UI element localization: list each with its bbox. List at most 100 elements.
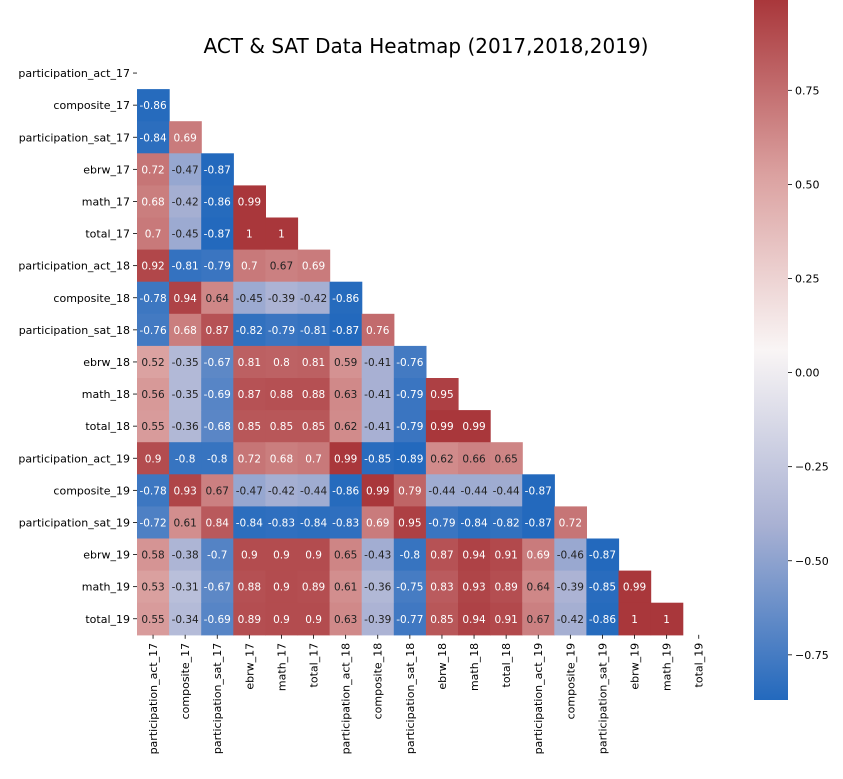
colorbar-tick-label: 0.75 [795,84,820,97]
cell-value-label: -0.41 [364,389,391,401]
cell-value-label: 0.72 [141,164,164,176]
cell-value-label: 0.9 [305,550,322,562]
heatmap-cell [233,570,266,604]
heatmap-cell [169,602,202,636]
cell-value-label: 0.63 [334,389,357,401]
cell-value-label: -0.81 [172,261,199,273]
x-tick-label: total_18 [500,643,513,688]
heatmap-cell [169,217,202,251]
y-tick-label: composite_19 [53,484,130,497]
y-tick-label: participation_act_18 [18,260,130,273]
heatmap-cell [201,281,234,315]
cell-value-label: -0.82 [493,517,520,529]
heatmap-cell [458,410,491,443]
y-tick-label: participation_sat_17 [19,131,130,144]
cell-value-label: 0.89 [238,614,261,626]
cell-value-label: -0.87 [525,517,552,529]
cell-value-label: 0.99 [623,582,646,594]
x-tick-label: ebrw_19 [629,643,642,690]
cell-value-label: -0.86 [204,196,231,208]
heatmap-cell [522,538,555,572]
cell-value-label: -0.79 [396,421,423,433]
cell-value-label: 0.95 [430,389,453,401]
cell-value-label: 0.99 [238,196,261,208]
cell-value-label: 0.81 [302,357,325,369]
cell-value-label: 0.66 [462,453,486,465]
cell-value-label: 0.85 [270,421,293,433]
heatmap-cell [137,89,170,122]
cell-value-label: 1 [278,229,285,241]
cell-value-label: 0.67 [270,261,293,273]
cell-value-label: -0.45 [172,229,199,241]
cell-value-label: -0.85 [364,453,391,465]
heatmap-cell [137,185,170,219]
cell-value-label: -0.42 [557,614,584,626]
cell-value-label: 0.58 [141,550,164,562]
cell-value-label: -0.84 [236,517,263,529]
cell-value-label: -0.38 [172,550,199,562]
cell-value-label: 0.84 [206,517,230,529]
cell-value-label: 1 [663,614,670,626]
cell-value-label: 0.83 [430,582,453,594]
cell-value-label: -0.76 [396,357,423,369]
y-tick-label: math_17 [82,195,130,208]
heatmap-cell [297,538,331,572]
cell-value-label: 0.55 [141,421,164,433]
y-tick-label: participation_sat_18 [19,324,130,337]
heatmap-cell [169,474,202,507]
cell-value-label: -0.67 [204,582,231,594]
cell-value-label: 0.69 [302,261,325,273]
heatmap-cell [233,185,266,219]
cell-value-label: -0.87 [589,550,616,562]
heatmap-cell [169,538,202,572]
x-tick-label: math_19 [661,643,674,691]
heatmap-cell [233,345,266,379]
cell-value-label: -0.42 [172,196,199,208]
heatmap-cell [297,249,331,283]
cell-value-label: 0.93 [173,485,196,497]
cell-value-label: 0.85 [238,421,261,433]
heatmap-cell [329,506,363,540]
colorbar-tick-label: 0.00 [795,367,820,380]
cell-value-label: -0.31 [172,582,199,594]
heatmap-cell [233,249,266,283]
heatmap-cell [490,570,523,604]
cell-value-label: 0.88 [238,582,261,594]
y-tick-label: participation_act_19 [18,452,130,465]
cell-value-label: 0.85 [430,614,453,626]
heatmap-cell [137,474,170,507]
y-tick-label: math_18 [82,388,130,401]
x-tick-label: participation_act_19 [532,643,545,755]
cell-value-label: -0.86 [332,293,359,305]
heatmap-cell [233,217,266,251]
heatmap-cell [458,442,491,475]
heatmap-cell [233,474,266,507]
heatmap-cell [265,570,299,604]
cell-value-label: 0.68 [173,325,196,337]
cell-value-label: -0.83 [332,517,359,529]
heatmap-cell [137,153,170,186]
heatmap-cell [490,538,523,572]
heatmap-cell [169,249,202,283]
cell-value-label: 1 [631,614,638,626]
cell-value-label: 0.56 [141,389,165,401]
heatmap-cell [586,538,620,572]
y-tick-label: ebrw_19 [83,549,130,562]
heatmap-cell [137,602,170,636]
cell-value-label: -0.36 [364,582,391,594]
y-tick-label: composite_17 [53,99,130,112]
heatmap-cell [361,602,395,636]
heatmap-cell [297,442,331,475]
cell-value-label: 0.9 [273,550,290,562]
heatmap-cell [329,313,363,347]
cell-value-label: 0.92 [141,261,164,273]
heatmap-cell [458,602,491,636]
cell-value-label: 0.9 [273,582,290,594]
heatmap-cell [618,570,652,604]
heatmap-cell [233,538,266,572]
heatmap-cell [425,538,459,572]
y-tick-label: participation_act_17 [18,67,130,80]
cell-value-label: -0.86 [589,614,616,626]
heatmap-cell [169,506,202,540]
